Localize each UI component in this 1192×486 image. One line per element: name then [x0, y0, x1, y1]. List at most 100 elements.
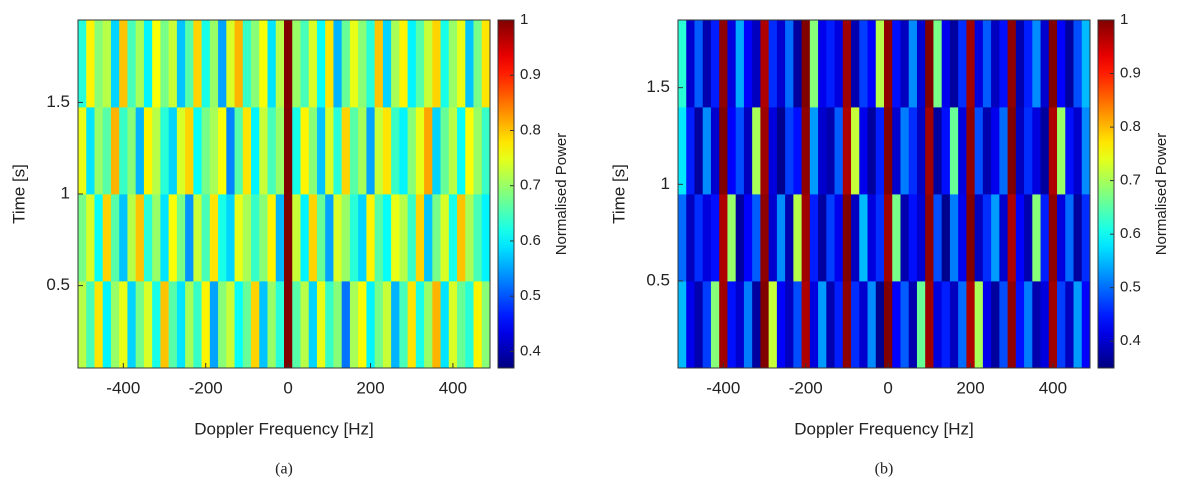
heat-cell [735, 107, 745, 195]
heat-cell [991, 194, 1000, 282]
heat-cell [735, 281, 745, 368]
heat-cell [382, 281, 392, 368]
heat-cell [776, 194, 786, 282]
heat-cell [892, 20, 901, 108]
heat-cell [966, 194, 976, 282]
heat-cell [1057, 107, 1066, 195]
heat-cell [793, 281, 802, 368]
heat-cell [152, 194, 161, 282]
heat-cell [900, 107, 910, 195]
heat-cell [193, 20, 202, 108]
heat-cell [102, 281, 112, 368]
heat-cell [1065, 194, 1074, 282]
heat-cell [325, 20, 334, 108]
caption: (b) [875, 461, 894, 478]
heat-cell [407, 281, 417, 368]
heat-cell [958, 107, 967, 195]
colorbar [1097, 19, 1115, 369]
heat-cell [366, 20, 376, 108]
colorbar-tick-label: 1 [1120, 11, 1128, 28]
heat-cell [826, 107, 835, 195]
heat-cell [382, 194, 392, 282]
heat-cell [251, 20, 260, 108]
heat-cell [999, 107, 1008, 195]
heat-cell [1007, 281, 1017, 368]
heat-cell [160, 194, 170, 282]
heat-cell [218, 194, 227, 282]
heat-cell [349, 107, 359, 195]
heat-cell [1007, 20, 1017, 108]
heat-cell [834, 107, 844, 195]
heat-cell [78, 20, 87, 108]
heat-cell [440, 20, 450, 108]
heat-cell [316, 194, 326, 282]
heat-cell [826, 20, 835, 108]
heat-cell [678, 20, 687, 108]
heat-cell [185, 281, 194, 368]
heat-cell [801, 107, 811, 195]
y-tick-label: 1 [661, 174, 670, 193]
heat-cell [719, 20, 728, 108]
heat-cell [374, 107, 384, 195]
heat-cell [842, 20, 852, 108]
heat-cell [916, 194, 926, 282]
heat-cell [933, 107, 943, 195]
heat-cell [267, 194, 277, 282]
heat-cell [226, 194, 235, 282]
heat-cell [916, 20, 926, 108]
heat-cell [481, 281, 490, 368]
heat-cell [448, 20, 458, 108]
heat-cell [884, 20, 893, 108]
colorbar-label: Normalised Power [553, 133, 570, 256]
heat-cell [448, 194, 458, 282]
x-tick-label: 400 [439, 378, 467, 397]
heat-cell [842, 194, 852, 282]
heat-cell [1048, 281, 1058, 368]
heat-cell [916, 281, 926, 368]
heat-cell [415, 194, 425, 282]
heat-cell [949, 107, 959, 195]
heat-cell [185, 194, 194, 282]
heat-cell [275, 194, 285, 282]
heat-cell [415, 107, 425, 195]
heat-cell [259, 107, 268, 195]
heat-cell [1024, 20, 1033, 108]
heat-cell [176, 194, 186, 282]
heat-cell [859, 281, 868, 368]
heat-cell [209, 107, 219, 195]
heat-cell [999, 194, 1008, 282]
heat-cell [415, 20, 425, 108]
heat-cell [366, 281, 376, 368]
heat-cell [793, 194, 802, 282]
heat-cell [176, 20, 186, 108]
heat-cell [333, 107, 343, 195]
heat-cell [710, 20, 720, 108]
heat-cell [481, 107, 490, 195]
colorbar-tick-label: 0.6 [520, 232, 541, 249]
colorbar-tick-label: 0.5 [520, 287, 541, 304]
heat-cell [185, 107, 194, 195]
heat-cell [143, 107, 153, 195]
heat-cell [201, 194, 211, 282]
heat-cell [432, 20, 441, 108]
heat-cell [209, 20, 219, 108]
heat-cell [925, 20, 934, 108]
heat-cell [982, 107, 992, 195]
heat-cell [300, 281, 310, 368]
heat-cell [407, 194, 417, 282]
heat-cell [727, 281, 737, 368]
colorbar-label: Normalised Power [1153, 133, 1170, 256]
heat-cell [135, 20, 145, 108]
heat-cell [176, 107, 186, 195]
heat-cell [933, 194, 943, 282]
heat-cell [785, 194, 794, 282]
y-tick-label: 1 [61, 183, 70, 202]
heat-cell [333, 281, 343, 368]
heat-cell [958, 281, 967, 368]
heat-cell [958, 194, 967, 282]
heat-cell [702, 20, 712, 108]
heat-cell [851, 194, 860, 282]
heat-cell [966, 107, 976, 195]
heat-cell [292, 107, 301, 195]
colorbar-tick-label: 0.9 [1120, 65, 1141, 82]
